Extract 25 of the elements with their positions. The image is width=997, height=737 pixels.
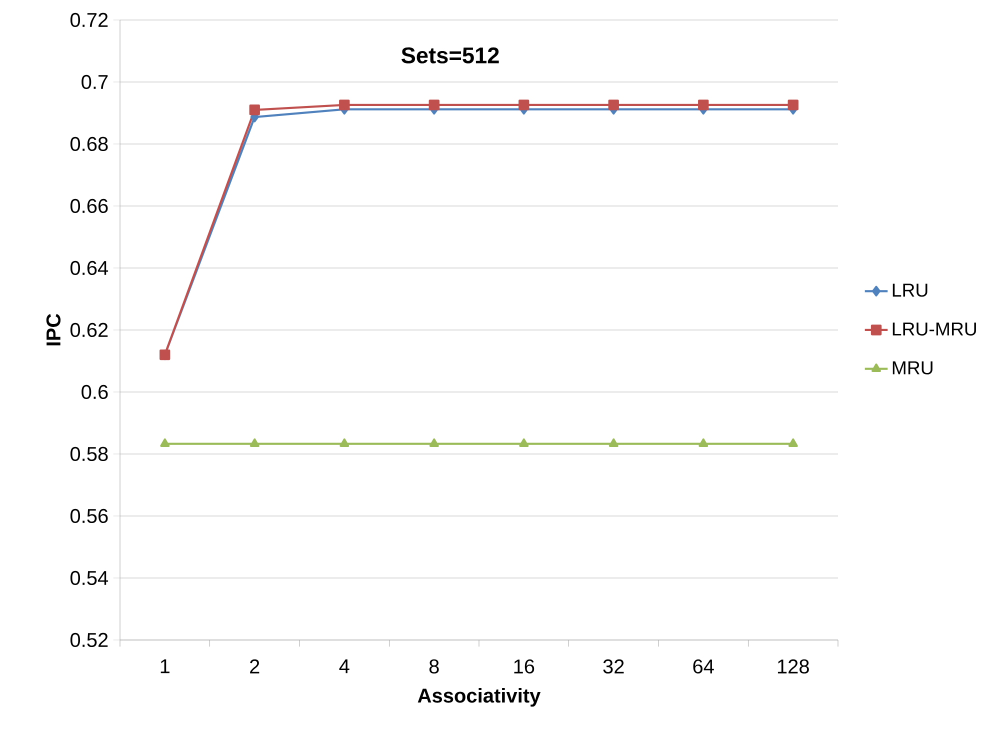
y-axis-title: IPC <box>46 314 61 346</box>
x-tick-label: 4 <box>339 659 350 674</box>
y-tick-label: 0.72 <box>70 12 108 28</box>
x-tick-label: 8 <box>429 659 439 674</box>
x-tick-label: 2 <box>250 659 260 674</box>
text: Sets=512 <box>401 47 499 64</box>
y-tick-label: 0.66 <box>70 198 108 214</box>
y-tick-label: 0.68 <box>70 136 108 152</box>
y-tick-label: 0.62 <box>70 322 108 338</box>
y-tick-label: 0.56 <box>70 508 108 524</box>
y-tick-label: 0.7 <box>82 74 108 90</box>
x-tick-label: 64 <box>693 659 714 674</box>
y-tick-label: 0.52 <box>70 632 108 648</box>
legend-label: LRU <box>892 284 928 297</box>
y-tick-label: 0.6 <box>82 384 108 400</box>
x-tick-label: 16 <box>514 659 534 674</box>
legend-label: MRU <box>892 361 932 374</box>
y-tick-label: 0.64 <box>70 260 108 276</box>
y-tick-label: 0.58 <box>70 446 108 462</box>
x-tick-label: 32 <box>603 659 624 674</box>
x-tick-label: 128 <box>778 659 809 674</box>
x-axis-title: Associativity <box>418 688 541 707</box>
legend-label: LRU-MRU <box>892 322 976 336</box>
x-tick-label: 1 <box>160 659 170 674</box>
y-tick-label: 0.54 <box>70 570 108 586</box>
